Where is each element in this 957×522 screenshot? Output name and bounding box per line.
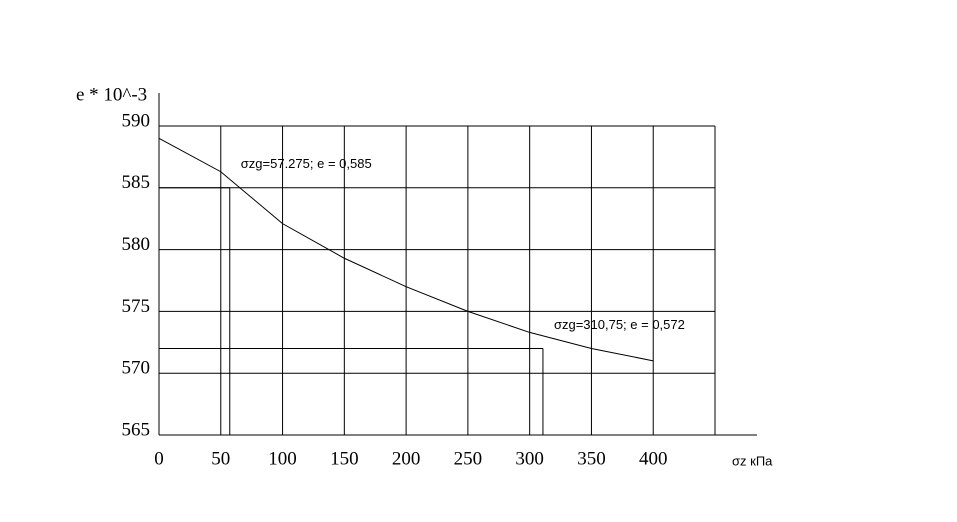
x-tick-label: 150 (330, 448, 359, 469)
x-tick-label: 350 (577, 448, 606, 469)
y-tick-label: 590 (122, 110, 151, 131)
x-tick-label: 100 (268, 448, 297, 469)
y-tick-label: 585 (122, 172, 151, 193)
x-tick-label: 400 (639, 448, 668, 469)
y-tick-label: 580 (122, 234, 151, 255)
y-axis-label: e * 10^-3 (76, 84, 147, 105)
data-line (158, 137, 654, 362)
x-axis-label: σz кПа (732, 453, 773, 468)
x-tick-label: 50 (211, 448, 230, 469)
x-tick-label: 250 (454, 448, 483, 469)
y-tick-label: 565 (122, 419, 151, 440)
y-tick-label: 575 (122, 296, 151, 317)
x-tick-label: 0 (154, 448, 164, 469)
x-tick-label: 200 (392, 448, 421, 469)
annotation: σzg=57.275; e = 0,585 (241, 156, 372, 171)
x-tick-label: 300 (515, 448, 544, 469)
annotation: σzg=310,75; e = 0,572 (554, 317, 685, 332)
y-tick-label: 570 (122, 358, 151, 379)
